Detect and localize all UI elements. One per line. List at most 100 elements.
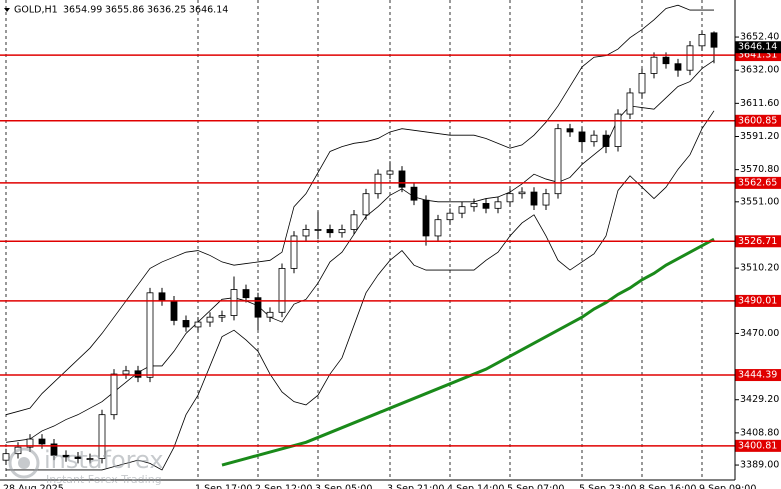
candle-body xyxy=(422,199,430,237)
header: GOLD,H1 3654.99 3655.86 3636.25 3646.14 xyxy=(4,5,228,16)
y-tick-label: 3408.80 xyxy=(740,427,779,438)
watermark-brand: instaforex xyxy=(44,446,164,474)
candle-body xyxy=(518,191,526,195)
x-tick-label: 3 Sep 21:00 xyxy=(387,484,444,489)
y-tick-label: 3591.20 xyxy=(740,131,779,142)
x-tick-label: 9 Sep 09:00 xyxy=(699,484,756,489)
watermark-logo-core xyxy=(18,457,30,469)
level-label: 3490.01 xyxy=(738,295,777,306)
candle-body xyxy=(350,214,358,230)
level-label-bg xyxy=(735,114,781,127)
candle-body xyxy=(254,297,262,318)
y-tick-label: 3389.00 xyxy=(740,460,779,471)
candle-body xyxy=(290,235,298,269)
y-tick-label: 3470.00 xyxy=(740,328,779,339)
candle-body xyxy=(614,113,622,147)
candle-body xyxy=(266,311,274,318)
y-tick-label: 3510.20 xyxy=(740,263,779,274)
x-tick-label: 2 Sep 12:00 xyxy=(255,484,312,489)
y-tick-label: 3551.00 xyxy=(740,196,779,207)
candle-body xyxy=(110,373,118,416)
candle-body xyxy=(302,229,310,237)
level-label: 3444.39 xyxy=(738,370,777,381)
x-tick-label: 1 Sep 17:00 xyxy=(195,484,252,489)
candle-body xyxy=(434,219,442,237)
candle-body xyxy=(626,92,634,115)
x-tick-label: 5 Sep 07:00 xyxy=(507,484,564,489)
candle-body xyxy=(122,370,130,375)
candle-body xyxy=(602,134,610,147)
candle-body xyxy=(698,34,706,47)
y-tick-label: 3570.80 xyxy=(740,164,779,175)
candle-body xyxy=(74,456,82,459)
candle-body xyxy=(50,443,58,456)
x-tick-label: 4 Sep 14:00 xyxy=(447,484,504,489)
candle-body xyxy=(650,56,658,74)
candle-body xyxy=(98,414,106,459)
x-tick-label: 3 Sep 05:00 xyxy=(315,484,372,489)
level-label-bg xyxy=(735,369,781,382)
candle-body xyxy=(674,63,682,71)
header-low: 3636.25 xyxy=(147,5,186,16)
candle-body xyxy=(134,370,142,378)
candle-body xyxy=(194,321,202,328)
y-tick-label: 3632.00 xyxy=(740,65,779,76)
level-label-bg xyxy=(735,176,781,189)
candle-body xyxy=(410,186,418,201)
chart-title: GOLD,H1 xyxy=(14,5,58,16)
candle-body xyxy=(566,128,574,133)
level-label-bg xyxy=(735,294,781,307)
candle-body xyxy=(206,316,214,323)
header-close: 3646.14 xyxy=(189,5,228,16)
candle-body xyxy=(554,128,562,195)
candle-body xyxy=(398,170,406,188)
moving-average xyxy=(221,237,715,467)
candle-body xyxy=(146,292,154,378)
candle-body xyxy=(230,289,238,316)
candle-body xyxy=(446,212,454,221)
candle-body xyxy=(158,292,166,302)
watermark-logo xyxy=(8,447,40,479)
header-high: 3655.86 xyxy=(105,5,144,16)
candle-body xyxy=(62,454,70,458)
candle-body xyxy=(326,229,334,234)
candle-body xyxy=(242,289,250,299)
watermark-tagline: Instant Forex Trading xyxy=(46,473,162,486)
candle-body xyxy=(218,315,226,318)
price-label: 3646.14 xyxy=(738,42,777,53)
y-tick-label: 3429.20 xyxy=(740,394,779,405)
candle-body xyxy=(578,131,586,143)
candle-body xyxy=(662,56,670,65)
candle-body xyxy=(374,173,382,195)
candle-body xyxy=(338,229,346,234)
y-tick-label: 3611.60 xyxy=(740,98,779,109)
candle-body xyxy=(278,268,286,313)
candle-body xyxy=(470,203,478,208)
x-tick-label: 8 Sep 16:00 xyxy=(639,484,696,489)
header-open: 3654.99 xyxy=(63,5,102,16)
y-tick-label: 3652.40 xyxy=(740,32,779,43)
candle-body xyxy=(314,229,322,231)
candle-body xyxy=(494,201,502,209)
candle-body xyxy=(530,191,538,206)
candle-body xyxy=(506,193,514,203)
x-tick-label: 5 Sep 23:00 xyxy=(579,484,636,489)
candle-body xyxy=(182,320,190,328)
header-arrow xyxy=(4,8,10,12)
level-label: 3641.31 xyxy=(738,50,777,61)
candle-body xyxy=(482,203,490,209)
x-tick-label: 28 Aug 2025 xyxy=(3,484,64,489)
candle-body xyxy=(686,45,694,71)
bollinger-band xyxy=(6,110,715,471)
level-label: 3526.71 xyxy=(738,236,777,247)
level-label-bg xyxy=(735,235,781,248)
candle-body xyxy=(710,32,718,48)
candle-body xyxy=(38,438,46,445)
candle-body xyxy=(458,206,466,214)
candle-body xyxy=(26,438,34,448)
level-label: 3400.81 xyxy=(738,440,777,451)
bollinger-band xyxy=(5,4,714,416)
